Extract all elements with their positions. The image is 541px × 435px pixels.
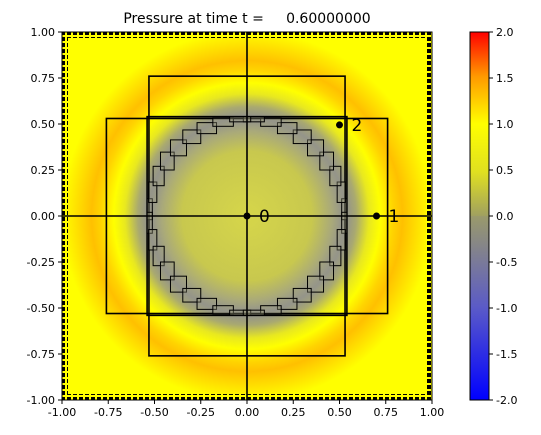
x-axis-ticks: -1.00 -0.75 -0.50 -0.25 0.00 0.25 0.50 0.75 1.00	[48, 400, 444, 419]
colorbar-tick-label: 1.5	[496, 72, 514, 85]
refinement-cell	[182, 129, 202, 145]
refinement-cell	[152, 245, 165, 267]
colorbar-tick-label: -2.0	[496, 394, 517, 407]
x-tick-label: -0.25	[187, 406, 215, 419]
refinement-cell	[146, 211, 153, 234]
refinement-cell	[152, 165, 165, 187]
refinement-cell	[146, 198, 153, 221]
colorbar-tick-label: -1.5	[496, 348, 517, 361]
colorbar-tick-label: 1.0	[496, 118, 514, 131]
gauge-point-2	[336, 121, 343, 129]
colorbar-ticks: 2.0 1.5 1.0 0.5 0.0 -0.5 -1.0 -1.5 -2.0	[489, 26, 517, 407]
refinement-cell	[159, 261, 175, 281]
x-tick-label: -0.50	[140, 406, 168, 419]
y-tick-label: -0.75	[27, 348, 55, 361]
refinement-cell	[196, 297, 218, 310]
gauge-label-0: 0	[259, 207, 270, 227]
refinement-cell	[292, 129, 312, 145]
refinement-cell	[319, 261, 335, 281]
chart-title: Pressure at time t = 0.60000000	[123, 11, 370, 27]
x-tick-label: 0.25	[281, 406, 306, 419]
refinement-cell	[242, 309, 265, 316]
colorbar-tick-label: -0.5	[496, 256, 517, 269]
refinement-cell	[182, 287, 202, 303]
refinement-cell	[292, 287, 312, 303]
refinement-cell	[242, 116, 265, 123]
colorbar-tick-label: 2.0	[496, 26, 514, 39]
x-tick-label: 0.00	[235, 406, 260, 419]
x-tick-label: 0.50	[327, 406, 352, 419]
refinement-cells	[146, 116, 348, 316]
colorbar-tick-label: -1.0	[496, 302, 517, 315]
refinement-cell	[319, 151, 335, 171]
x-tick-label: 1.00	[420, 406, 445, 419]
plot-marks: 0 1 2	[62, 32, 432, 400]
gauge-label-2: 2	[352, 116, 363, 136]
plot-area: 0 1 2	[61, 31, 433, 401]
y-tick-label: 0.00	[31, 210, 56, 223]
y-tick-label: -0.25	[27, 256, 55, 269]
colorbar-tick-label: 0.5	[496, 164, 514, 177]
colorbar: 2.0 1.5 1.0 0.5 0.0 -0.5 -1.0 -1.5 -2.0	[469, 26, 517, 407]
x-tick-label: -1.00	[48, 406, 76, 419]
x-tick-label: -0.75	[94, 406, 122, 419]
refinement-cell	[329, 245, 342, 267]
gauge-point-0	[243, 212, 251, 220]
y-tick-label: 0.75	[31, 72, 56, 85]
y-axis-ticks: 1.00 0.75 0.50 0.25 0.00 -0.25 -0.50 -0.75 -1.00	[27, 26, 62, 407]
x-tick-label: 0.75	[374, 406, 399, 419]
refinement-cell	[196, 122, 218, 135]
refinement-cell	[229, 116, 252, 123]
gauge-label-1: 1	[389, 207, 400, 227]
y-tick-label: 1.00	[31, 26, 56, 39]
colorbar-fill	[469, 31, 490, 401]
y-tick-label: -1.00	[27, 394, 55, 407]
refinement-cell	[341, 198, 348, 221]
refinement-cell	[276, 122, 298, 135]
y-tick-label: -0.50	[27, 302, 55, 315]
gauge-point-1	[373, 212, 380, 220]
colorbar-tick-label: 0.0	[496, 210, 514, 223]
y-tick-label: 0.25	[31, 164, 56, 177]
refinement-cell	[276, 297, 298, 310]
refinement-cell	[341, 211, 348, 234]
y-tick-label: 0.50	[31, 118, 56, 131]
refinement-cell	[229, 309, 252, 316]
refinement-cell	[159, 151, 175, 171]
refinement-cell	[329, 165, 342, 187]
